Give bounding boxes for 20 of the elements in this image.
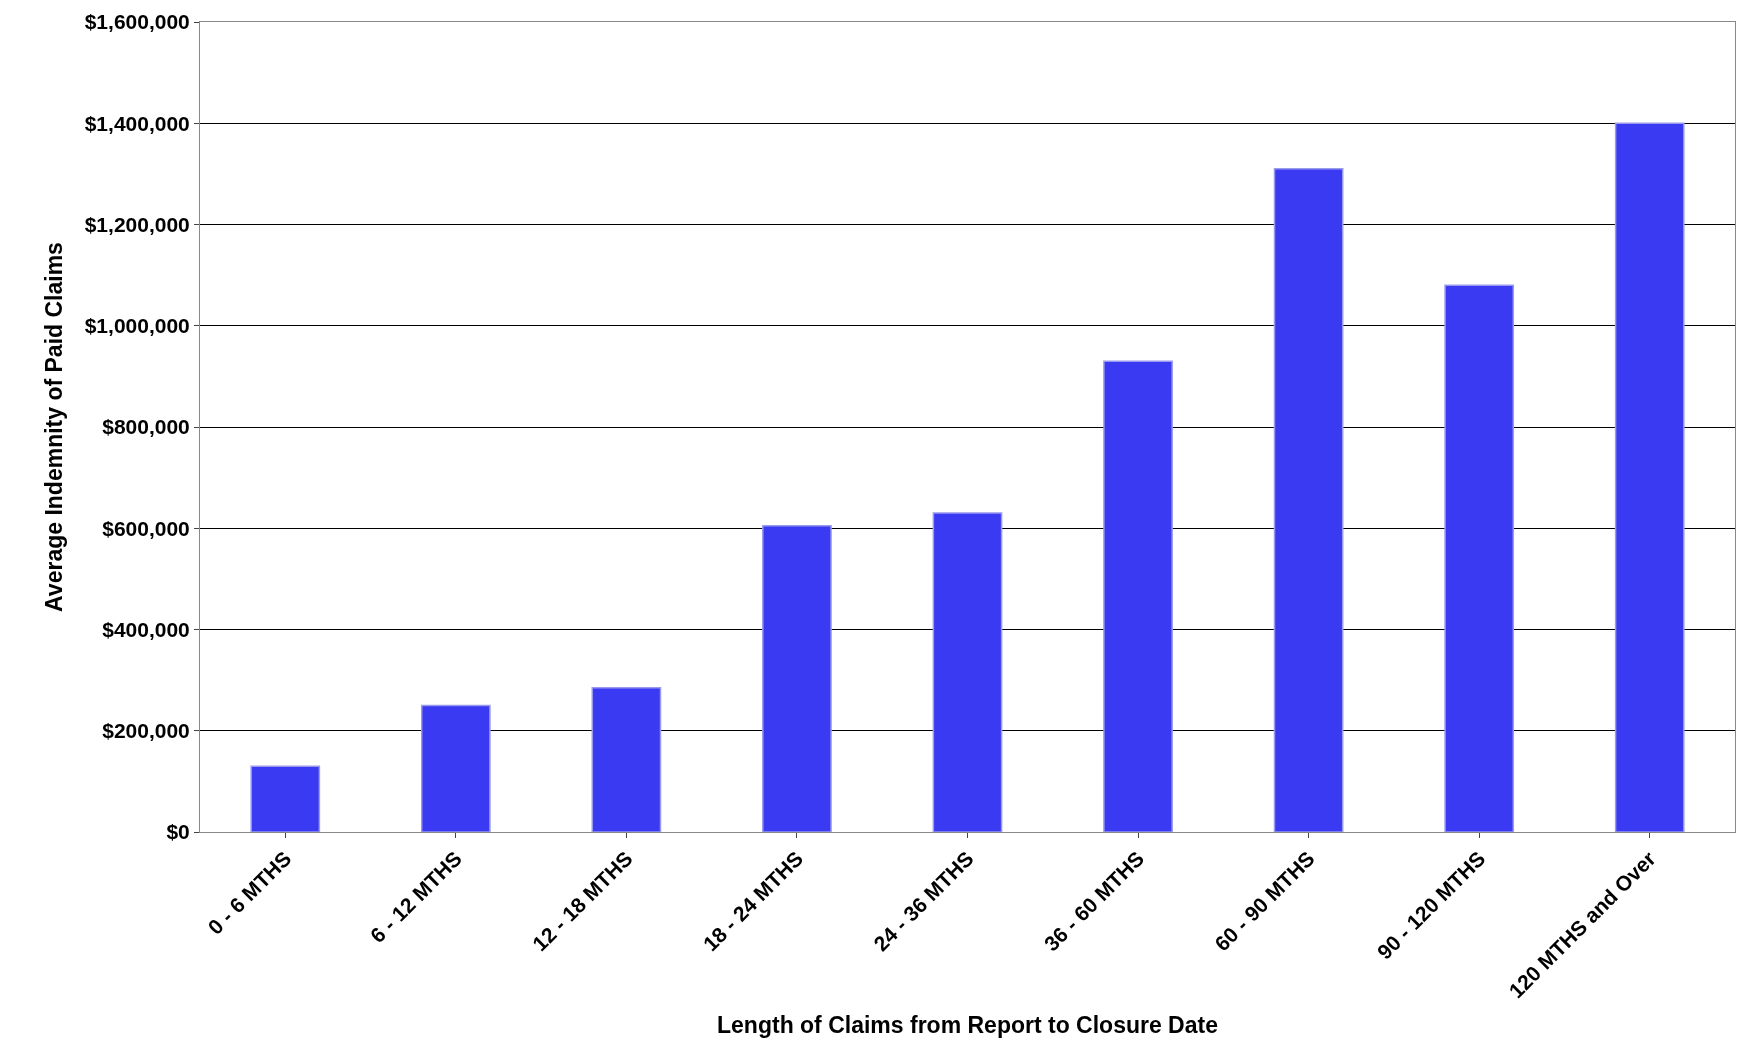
bar	[591, 686, 662, 832]
bar	[1614, 122, 1685, 832]
y-tick-label: $600,000	[102, 516, 190, 540]
y-tick-label: $1,400,000	[84, 111, 190, 135]
bar	[420, 704, 491, 832]
x-axis-title: Length of Claims from Report to Closure Date	[717, 1012, 1218, 1039]
bar	[1444, 284, 1515, 832]
y-tick-label: $1,600,000	[84, 10, 190, 34]
y-axis-title: Average Indemnity of Paid Claims	[41, 242, 68, 612]
y-tick-label: $1,200,000	[84, 212, 190, 236]
y-tick-label: $800,000	[102, 415, 190, 439]
bar	[1273, 168, 1344, 832]
y-tick-label: $200,000	[102, 719, 190, 743]
bar	[1103, 360, 1173, 832]
bar	[762, 524, 832, 832]
bar	[932, 512, 1003, 832]
y-tick-label: $0	[166, 820, 190, 844]
bar	[250, 765, 321, 832]
y-tick-label: $1,000,000	[84, 314, 190, 338]
y-tick-label: $400,000	[102, 617, 190, 641]
